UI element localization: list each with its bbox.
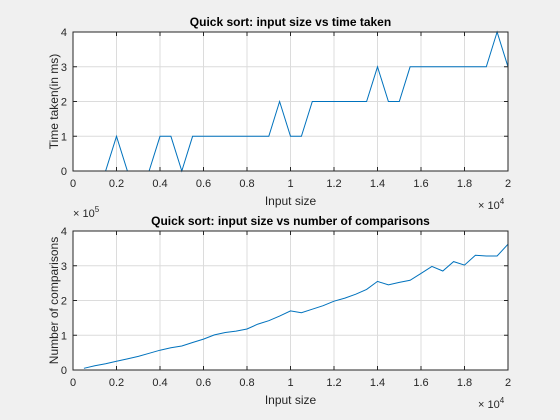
x-tick-label: 0 [70,377,76,389]
x-tick-label: 1 [287,178,293,190]
y-tick-label: 2 [61,97,67,109]
x-tick-label: 0.2 [109,178,124,190]
x-exponent-base: × 10 [478,200,500,212]
x-tick-label: 0.6 [196,178,211,190]
y-tick-label: 2 [61,296,67,308]
x-tick-label: 1 [287,377,293,389]
x-tick-label: 1.2 [326,377,341,389]
plot-comparisons: 0 0.2 0.4 0.6 0.8 1 1.2 1.4 1.6 1.8 2 0 1 2 3 4 Quick s… [47,205,511,411]
x-tick-label: 0.6 [196,377,211,389]
x-tick-label: 0.2 [109,377,124,389]
y-tick-label: 3 [61,261,67,273]
tick-labels: 0 0.2 0.4 0.6 0.8 1 1.2 1.4 1.6 1.8 2 0 1 2 3 4 [61,226,511,389]
tick-labels: 0 0.2 0.4 0.6 0.8 1 1.2 1.4 1.6 1.8 2 0 1 2 3 4 [61,27,511,190]
x-axis-label: Input size [265,393,317,407]
plot-time-taken: 0 0.2 0.4 0.6 0.8 1 1.2 1.4 1.6 1.8 2 0 1 2 3 4 Quick s… [47,15,511,212]
y-tick-label: 1 [61,330,67,342]
y-tick-label: 0 [61,365,67,377]
y-tick-label: 3 [61,62,67,74]
y-tick-label: 0 [61,166,67,178]
y-tick-label: 4 [61,226,67,238]
x-tick-label: 0.8 [239,377,254,389]
x-tick-label: 1.4 [370,178,385,190]
x-tick-label: 0 [70,178,76,190]
x-tick-label: 1.4 [370,377,385,389]
x-exponent: × 104 [478,197,505,212]
y-axis-label: Time taken(in ms) [47,54,61,150]
y-tick-label: 1 [61,131,67,143]
x-tick-label: 1.8 [457,178,472,190]
x-tick-label: 1.6 [413,377,428,389]
series-line [83,243,509,369]
y-exponent-power: 5 [95,205,100,214]
series-line [83,30,509,173]
y-axis-label: Number of comparisons [47,237,61,364]
x-tick-label: 1.6 [413,178,428,190]
chart-title: Quick sort: input size vs time taken [190,15,391,29]
x-tick-label: 1.8 [457,377,472,389]
chart-title: Quick sort: input size vs number of comp… [151,214,430,228]
axes-box [72,31,509,172]
x-exponent: × 104 [478,396,505,411]
x-exponent-power: 4 [500,396,505,405]
x-axis-label: Input size [265,194,317,208]
axes-box [72,230,509,371]
x-tick-label: 0.4 [152,377,167,389]
x-exponent-power: 4 [500,197,505,206]
grid [73,231,508,370]
y-tick-label: 4 [61,27,67,39]
x-tick-label: 2 [505,178,511,190]
x-tick-label: 1.2 [326,178,341,190]
x-tick-label: 0.8 [239,178,254,190]
x-exponent-base: × 10 [478,399,500,411]
y-exponent-base: × 10 [73,208,95,220]
y-exponent: × 105 [73,205,100,220]
x-tick-label: 0.4 [152,178,167,190]
x-tick-label: 2 [505,377,511,389]
